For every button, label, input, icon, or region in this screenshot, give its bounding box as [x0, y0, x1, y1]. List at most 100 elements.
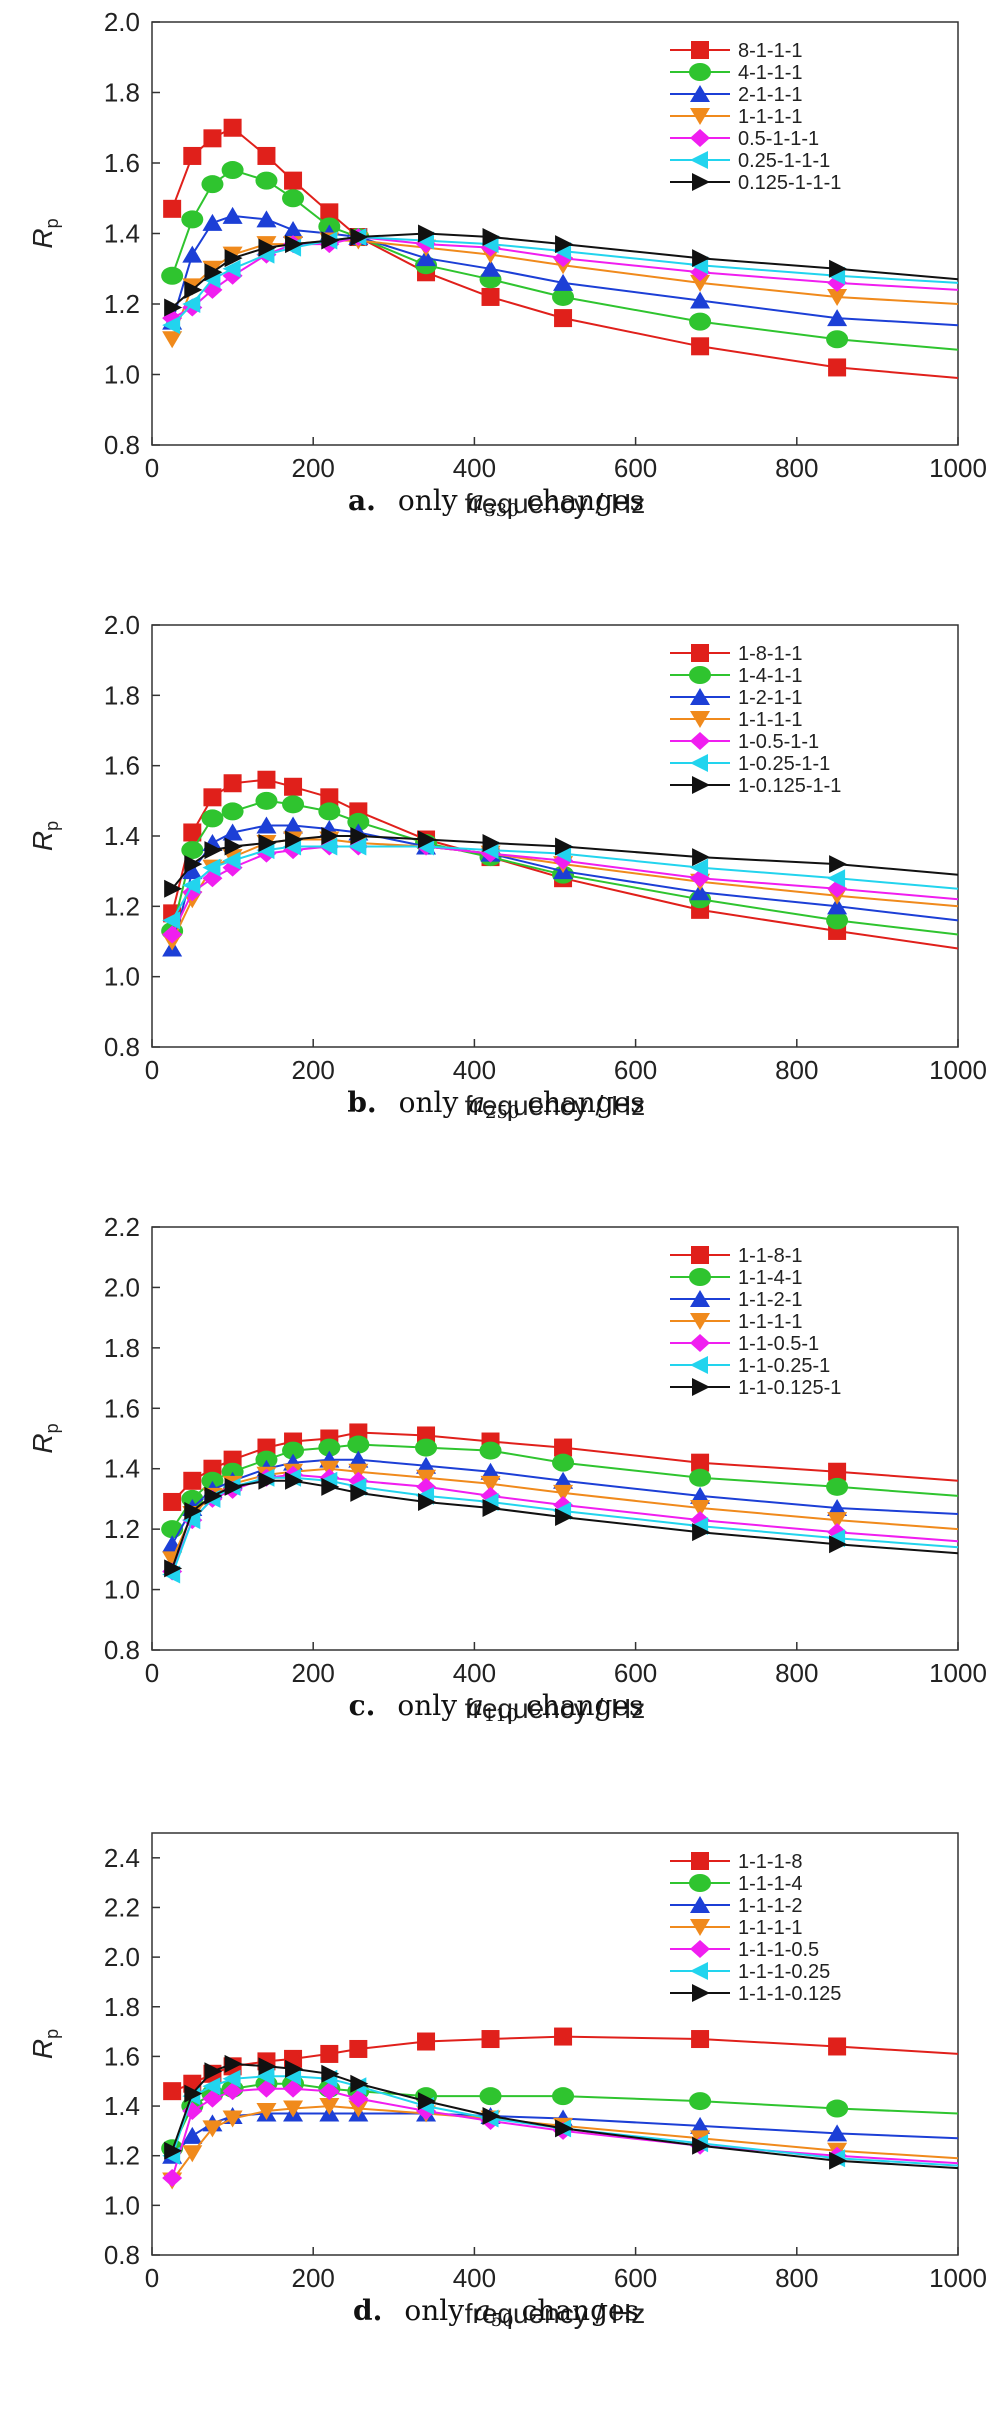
series-0.125-1-1-1 [164, 224, 959, 317]
data-point [222, 2069, 241, 2088]
x-tick-label: 600 [614, 453, 657, 483]
data-point [202, 2120, 223, 2138]
data-point [223, 118, 242, 137]
data-point [827, 1498, 848, 1516]
y-axis-label: Rp [27, 1423, 62, 1453]
data-point [418, 830, 437, 849]
data-point [202, 2077, 221, 2096]
data-point [204, 841, 223, 860]
x-tick-label: 0 [145, 2263, 159, 2293]
data-point [555, 2119, 574, 2138]
data-point [479, 1441, 502, 1460]
y-tick-label: 2.0 [104, 1272, 140, 1302]
data-point [826, 2099, 849, 2118]
x-tick-label: 800 [775, 453, 818, 483]
legend-label: 1-1-1-2 [738, 1895, 802, 1917]
y-axis-label-main: R [27, 1433, 58, 1453]
data-point [827, 1512, 848, 1530]
x-tick-label: 800 [775, 2263, 818, 2293]
data-point [202, 858, 221, 877]
data-point [829, 855, 848, 874]
chart-panel: 0.8 1.0 1.2 1.4 1.6 1.8 2.0 0 200 400 600 800 1000 fr… [27, 7, 987, 519]
data-point [162, 331, 183, 349]
legend-marker [690, 85, 710, 102]
legend-label: 4-1-1-1 [738, 62, 802, 84]
legend-marker [690, 1962, 708, 1980]
x-axis-label: frequency / Hz [465, 1090, 646, 1121]
data-point [222, 823, 243, 841]
data-point [256, 2103, 277, 2121]
caption-subscript: 250 [485, 1102, 519, 1123]
data-point [690, 858, 709, 877]
caption-variable: a [474, 2294, 491, 2327]
y-tick-label: 1.4 [104, 1454, 140, 1484]
data-point [482, 834, 501, 853]
y-tick-label: 1.2 [104, 289, 140, 319]
data-point [163, 1492, 182, 1511]
caption-suffix: changes [527, 1086, 644, 1119]
x-tick-label: 0 [145, 453, 159, 483]
legend-label: 1-1-1-4 [738, 1873, 802, 1895]
data-point [183, 146, 202, 165]
data-point [283, 2100, 304, 2118]
y-axis-label-main: R [27, 2039, 58, 2059]
data-point [480, 1475, 501, 1493]
data-point [827, 309, 848, 327]
legend-label: 1-1-2-1 [738, 1289, 802, 1311]
y-axis-label-sub: p [42, 2029, 62, 2039]
legend-label: 1-1-1-0.5 [738, 1939, 819, 1961]
series-1-1-4-1 [161, 1435, 959, 1539]
x-axis-label: frequency / Hz [465, 488, 646, 519]
data-point [183, 823, 202, 842]
y-tick-label: 2.2 [104, 1212, 140, 1242]
legend-label: 1-0.25-1-1 [738, 753, 830, 775]
data-point [201, 1471, 224, 1490]
data-point [347, 1435, 370, 1454]
data-point [347, 812, 370, 831]
caption-prefix: only [397, 1689, 457, 1722]
data-point [350, 2074, 369, 2093]
legend-marker [689, 1874, 711, 1892]
data-point [348, 2089, 369, 2108]
x-axis-label: frequency / Hz [465, 2298, 646, 2329]
y-tick-label: 1.2 [104, 2141, 140, 2171]
data-point [552, 1453, 575, 1472]
x-tick-label: 200 [292, 1658, 335, 1688]
data-point [201, 175, 224, 194]
data-point [319, 837, 338, 856]
data-point [285, 830, 304, 849]
panel-caption: c. only a110 changes [349, 1689, 644, 1726]
data-point [202, 2089, 223, 2108]
data-point [222, 259, 241, 278]
data-point [691, 337, 710, 356]
x-tick-label: 400 [453, 1055, 496, 1085]
data-point [164, 298, 183, 317]
data-point [689, 2092, 712, 2111]
y-axis-label: Rp [27, 2029, 62, 2059]
data-point [829, 259, 848, 278]
y-tick-label: 1.6 [104, 2041, 140, 2071]
legend-label: 1-1-4-1 [738, 1267, 802, 1289]
data-point [256, 2067, 275, 2086]
x-tick-label: 400 [453, 2263, 496, 2293]
legend-marker [689, 666, 711, 684]
y-tick-label: 1.0 [104, 2190, 140, 2220]
legend-label: 1-0.125-1-1 [738, 775, 841, 797]
series-4-1-1-1 [161, 161, 959, 351]
legend-label: 1-1-1-1 [738, 1917, 802, 1939]
data-point [552, 287, 575, 306]
data-point [258, 834, 277, 853]
data-point [257, 146, 276, 165]
y-tick-label: 0.8 [104, 430, 140, 460]
data-point [553, 1471, 574, 1489]
legend-marker [690, 108, 710, 125]
data-point [282, 189, 305, 208]
data-point [282, 1441, 305, 1460]
data-point [182, 1511, 201, 1530]
y-axis-label-main: R [27, 228, 58, 248]
y-tick-label: 1.0 [104, 1575, 140, 1605]
data-point [184, 855, 203, 874]
data-point [224, 249, 243, 268]
chart-panel: 0.8 1.0 1.2 1.4 1.6 1.8 2.0 2.2 2.4 0 200 400 600 800… [27, 1832, 987, 2329]
data-point [555, 837, 574, 856]
